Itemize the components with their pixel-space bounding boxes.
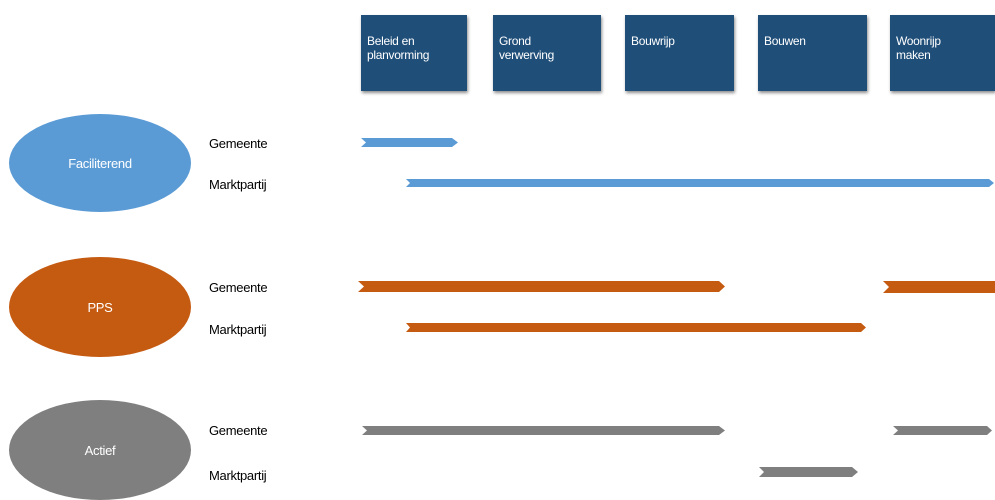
role-label-marktpartij: Marktpartij: [209, 468, 267, 483]
role-label-gemeente: Gemeente: [209, 280, 268, 295]
phase-label: Beleid en planvorming: [367, 34, 430, 62]
phase-label: Bouwen: [764, 34, 806, 48]
bar-faciliterend-gemeente: [361, 138, 458, 147]
model-ellipse-faciliterend: Faciliterend: [9, 114, 191, 212]
bar-pps-gemeente-2: [883, 281, 995, 293]
bar-faciliterend-marktpartij: [406, 179, 994, 187]
phase-box-woonrijp: Woonrijp maken: [890, 15, 995, 91]
phase-box-beleid: Beleid en planvorming: [361, 15, 467, 91]
bar-actief-marktpartij: [759, 467, 858, 477]
phase-label: Bouwrijp: [631, 34, 675, 48]
model-ellipse-actief: Actief: [9, 400, 191, 500]
role-label-marktpartij: Marktpartij: [209, 177, 267, 192]
model-label: PPS: [87, 299, 113, 315]
phase-box-bouwrijp: Bouwrijp: [625, 15, 734, 91]
bar-pps-marktpartij: [406, 323, 866, 332]
model-ellipse-pps: PPS: [9, 257, 191, 357]
role-label-gemeente: Gemeente: [209, 136, 268, 151]
model-label: Actief: [84, 442, 116, 458]
phase-box-bouwen: Bouwen: [758, 15, 867, 91]
phase-box-grondverwerving: Grond verwerving: [493, 15, 601, 91]
bar-pps-gemeente-1: [358, 281, 725, 292]
role-label-gemeente: Gemeente: [209, 423, 268, 438]
phase-label: Woonrijp maken: [896, 34, 941, 62]
phase-label: Grond verwerving: [499, 34, 555, 62]
model-label: Faciliterend: [68, 155, 132, 171]
bar-actief-gemeente-2: [893, 426, 992, 435]
role-label-marktpartij: Marktpartij: [209, 322, 267, 337]
bar-actief-gemeente-1: [362, 426, 725, 435]
